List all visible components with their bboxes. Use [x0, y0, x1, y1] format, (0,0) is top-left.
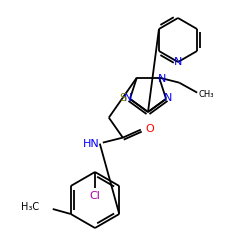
- Text: S: S: [119, 93, 126, 103]
- Text: HN: HN: [83, 139, 100, 149]
- Text: N: N: [164, 93, 172, 103]
- Text: H₃C: H₃C: [21, 202, 39, 212]
- Text: CH₃: CH₃: [198, 90, 214, 99]
- Text: Cl: Cl: [90, 191, 101, 201]
- Text: N: N: [124, 93, 132, 103]
- Text: N: N: [158, 74, 166, 84]
- Text: O: O: [146, 124, 154, 134]
- Text: N: N: [174, 57, 182, 67]
